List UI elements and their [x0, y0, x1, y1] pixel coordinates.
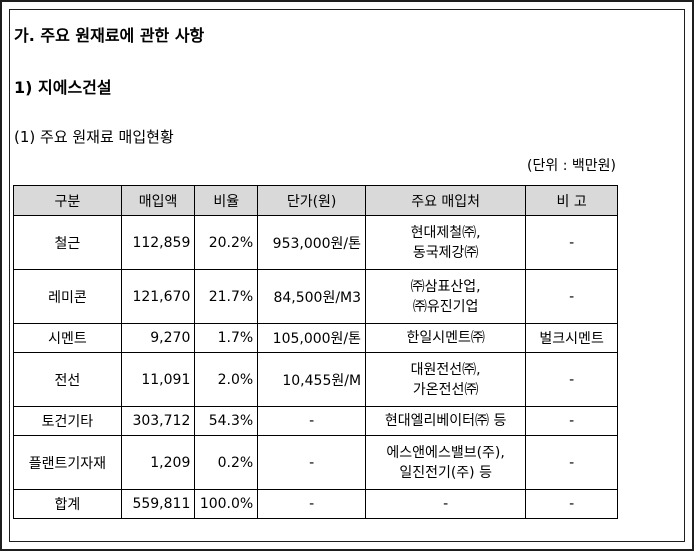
table-row: 시멘트 9,270 1.7% 105,000원/톤 한일시멘트㈜ 벌크시멘트	[13, 323, 618, 353]
cell-ratio: 20.2%	[194, 215, 259, 270]
supplier-line: 대원전선㈜,	[410, 361, 481, 378]
table-title: (1) 주요 원재료 매입현황	[14, 128, 174, 146]
table-row: 플랜트기자재 1,209 0.2% - 에스앤에스밸브(주), 일진전기(주) 등-	[13, 435, 618, 490]
cell-suppliers: ㈜삼표산업, ㈜유진기업	[365, 269, 527, 324]
supplier-line: -	[443, 496, 449, 512]
cell-ratio: 54.3%	[194, 406, 259, 436]
supplier-line: 현대제철㈜,	[410, 224, 481, 241]
cell-suppliers: 한일시멘트㈜	[365, 323, 527, 353]
purchase-table: 구분 매입액 비율 단가(원) 주요 매입처 비 고 철근 112,859 20.2…	[13, 185, 618, 519]
cell-note: -	[525, 215, 618, 270]
cell-amount: 1,209	[120, 435, 196, 490]
cell-price: 10,455원/M	[257, 352, 367, 407]
cell-category: 전선	[13, 352, 122, 407]
cell-ratio: 0.2%	[194, 435, 259, 490]
table-row: 토건기타 303,712 54.3% - 현대엘리베이터㈜ 등-	[13, 406, 618, 436]
supplier-line: 동국제강㈜	[412, 244, 479, 261]
cell-amount: 112,859	[120, 215, 196, 270]
cell-note: -	[525, 489, 618, 519]
cell-note: 벌크시멘트	[525, 323, 618, 353]
table-row: 레미콘 121,670 21.7% 84,500원/M3 ㈜삼표산업, ㈜유진기업 -	[13, 269, 618, 324]
cell-suppliers: 대원전선㈜, 가온전선㈜	[365, 352, 527, 407]
cell-suppliers: 현대제철㈜, 동국제강㈜	[365, 215, 527, 270]
col-header-ratio: 비율	[194, 185, 259, 216]
supplier-line: 가온전선㈜	[412, 381, 479, 398]
supplier-line: 일진전기(주) 등	[399, 464, 492, 481]
section-title: 가. 주요 원재료에 관한 사항	[14, 26, 205, 45]
col-header-amount: 매입액	[120, 185, 196, 216]
cell-ratio: 2.0%	[194, 352, 259, 407]
cell-category: 시멘트	[13, 323, 122, 353]
cell-price: -	[257, 489, 367, 519]
cell-price: 84,500원/M3	[257, 269, 367, 324]
cell-note: -	[525, 352, 618, 407]
cell-suppliers: 현대엘리베이터㈜ 등	[365, 406, 527, 436]
unit-label: (단위 : 백만원)	[527, 158, 616, 174]
cell-category: 레미콘	[13, 269, 122, 324]
cell-suppliers: 에스앤에스밸브(주), 일진전기(주) 등	[365, 435, 527, 490]
cell-note: -	[525, 435, 618, 490]
table-row: 합계 559,811 100.0% - - -	[13, 489, 618, 519]
col-header-category: 구분	[13, 185, 122, 216]
cell-ratio: 100.0%	[194, 489, 259, 519]
cell-note: -	[525, 269, 618, 324]
table-row: 철근 112,859 20.2% 953,000원/톤 현대제철㈜, 동국제강㈜ -	[13, 215, 618, 270]
table-row: 전선 11,091 2.0% 10,455원/M 대원전선㈜, 가온전선㈜ -	[13, 352, 618, 407]
cell-price: 953,000원/톤	[257, 215, 367, 270]
cell-price: 105,000원/톤	[257, 323, 367, 353]
table-body: 철근 112,859 20.2% 953,000원/톤 현대제철㈜, 동국제강㈜ - 레미콘 1…	[13, 215, 618, 519]
supplier-line: ㈜유진기업	[412, 298, 479, 315]
cell-price: -	[257, 406, 367, 436]
cell-amount: 121,670	[120, 269, 196, 324]
cell-price: -	[257, 435, 367, 490]
cell-note: -	[525, 406, 618, 436]
col-header-suppliers: 주요 매입처	[365, 185, 527, 216]
cell-suppliers: -	[365, 489, 527, 519]
supplier-line: 현대엘리베이터㈜ 등	[384, 413, 507, 429]
cell-amount: 9,270	[120, 323, 196, 353]
table-header-row: 구분 매입액 비율 단가(원) 주요 매입처 비 고	[13, 185, 618, 216]
content-border	[9, 9, 685, 542]
cell-ratio: 1.7%	[194, 323, 259, 353]
col-header-note: 비 고	[525, 185, 618, 216]
col-header-price: 단가(원)	[257, 185, 367, 216]
cell-category: 토건기타	[13, 406, 122, 436]
cell-amount: 11,091	[120, 352, 196, 407]
supplier-line: 한일시멘트㈜	[406, 330, 485, 346]
cell-category: 플랜트기자재	[13, 435, 122, 490]
supplier-line: 에스앤에스밸브(주),	[386, 444, 505, 461]
cell-amount: 559,811	[120, 489, 196, 519]
cell-amount: 303,712	[120, 406, 196, 436]
supplier-line: ㈜삼표산업,	[410, 278, 481, 295]
cell-category: 철근	[13, 215, 122, 270]
company-title: 1) 지에스건설	[14, 78, 112, 97]
cell-ratio: 21.7%	[194, 269, 259, 324]
cell-category: 합계	[13, 489, 122, 519]
